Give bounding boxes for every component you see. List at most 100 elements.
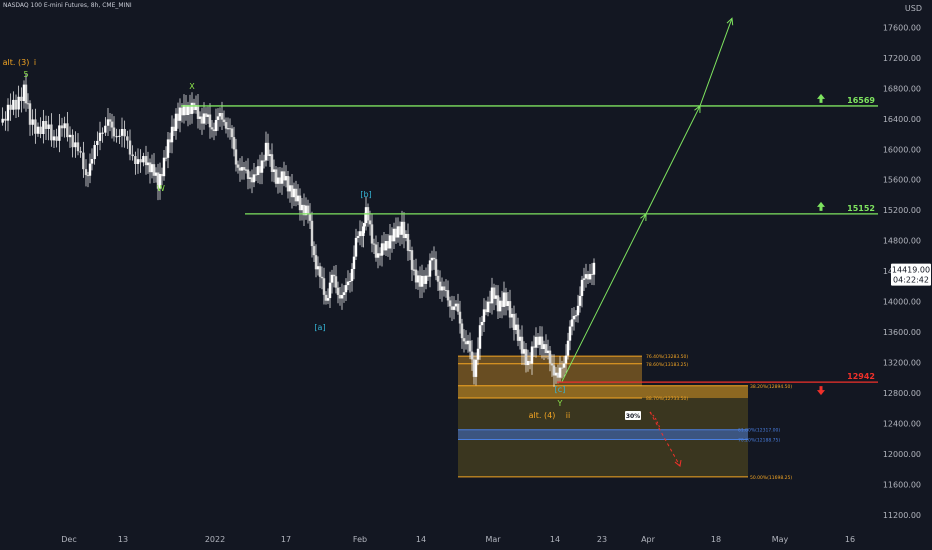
x-tick-label: 2022 [205,535,225,544]
candle-body [476,348,480,360]
candle-body [556,372,560,378]
arrowhead-down-icon [674,459,682,467]
candle-body [204,113,208,117]
candle-body [228,128,232,130]
candle-body [422,275,426,284]
candle-body [336,287,340,295]
candle-body [71,134,74,148]
candle-body [178,107,182,121]
candle-body [498,300,502,312]
candle-body [168,139,172,143]
symbol-title: NASDAQ 100 E-mini Futures, 8h, CME_MINI [3,2,132,9]
candle-body [28,103,32,125]
wave-label: X [189,82,195,91]
arrowhead-icon [640,212,647,222]
y-tick-label: 11600.00 [883,480,921,489]
candle-body [386,241,390,249]
candle-body [110,121,114,128]
candle-body [404,233,408,239]
candle-body [290,185,294,198]
wave-label: Y [557,399,563,408]
candle-body [454,303,458,307]
candle-body [200,116,204,124]
x-tick-label: Dec [61,535,76,544]
candle-body [456,303,460,312]
candle-body [360,231,364,237]
candle-body [112,127,116,137]
x-tick-label: 14 [550,535,560,544]
candle-body [420,275,424,287]
candle-body [270,154,274,172]
candle-body [580,279,584,296]
candle-body [526,360,530,366]
projection-arrows: 30% [561,17,734,467]
candle-body [4,118,7,121]
candle-body [22,84,26,102]
wave-label: ii [566,411,570,420]
candle-body [398,226,402,235]
x-tick-label: 16 [845,535,855,544]
candle-body [264,142,268,161]
candle-body [574,315,578,317]
candle-body [358,231,362,237]
candle-body [146,162,150,166]
candle-body [558,367,562,378]
wave-label: [c] [555,385,566,394]
candle-body [350,269,354,282]
wave-label: W [157,184,165,193]
candle-body [216,116,220,120]
blue-fib-band [458,429,748,440]
candle-body [332,274,336,277]
wave-label: alt. (3) [3,58,30,67]
candle-body [576,305,580,316]
candle-body [44,121,48,129]
candle-body [312,246,316,256]
candle-body [88,163,92,176]
candle-body [484,309,488,313]
x-tick-label: 13 [118,535,128,544]
x-axis: Dec 13 2022 17 Feb 14 Mar 14 23 Apr 18 May 16 [61,535,855,544]
candle-body [536,336,540,345]
candle-body [134,156,137,164]
candle-body [418,275,422,287]
candle-body [142,156,145,163]
x-tick-label: Mar [485,535,501,544]
candle-body [24,84,28,104]
candle-body [66,123,69,138]
candle-body [156,172,160,189]
candle-body [348,281,352,283]
projection-up-line [561,18,733,382]
candle-body [176,113,180,121]
candle-body [364,207,368,224]
candle-body [294,188,298,202]
candle-body [296,195,300,202]
candle-body [472,359,476,377]
candle-body [164,157,168,159]
candle-body [278,177,282,184]
candle-body [514,324,518,331]
candle-body [190,102,194,114]
fib-label: 61.80%(12317.00) [738,428,780,434]
candle-body [300,204,304,211]
candle-body [212,129,216,132]
candle-body [280,171,284,184]
candle-body [376,253,380,258]
y-tick-label: 11200.00 [883,511,921,520]
candle-body [378,253,382,256]
candle-body [530,346,534,364]
candle-body [244,169,248,171]
candle-body [320,276,324,279]
candle-body [36,126,40,134]
projection-down-line [649,411,681,467]
candle-body [79,151,82,153]
fib-zones: 76.40%(13283.50) 78.60%(13183.25) 38.20%(1… [458,354,792,481]
candle-body [242,167,246,170]
candle-body [414,269,418,283]
candle-body [470,351,474,360]
candle-body [356,236,360,238]
candle-body [174,113,178,131]
y-tick-label: 17200.00 [883,54,921,63]
candle-body [31,119,34,125]
